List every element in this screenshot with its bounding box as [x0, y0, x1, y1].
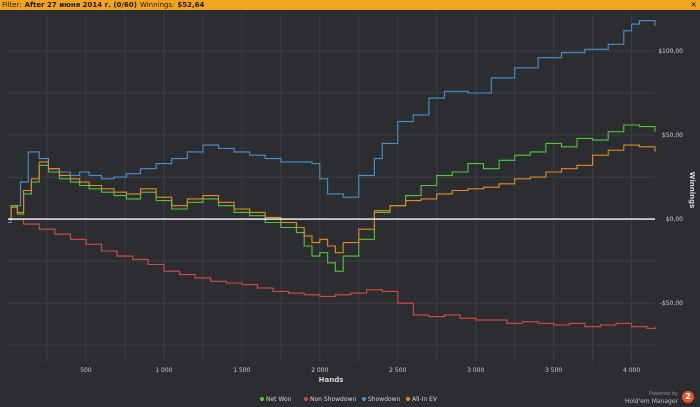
- grid: [8, 14, 655, 362]
- x-tick-label: 2 000: [311, 367, 328, 374]
- filter-value[interactable]: After 27 июня 2014 г. (0/60): [24, 1, 137, 9]
- x-axis-label: Hands: [319, 376, 344, 384]
- series-line-showdown: [8, 20, 656, 224]
- legend-label: Net Won: [266, 396, 292, 403]
- brand-name: Hold'em Manager: [624, 398, 678, 405]
- y-tick-label: -$50,00: [660, 300, 683, 307]
- series-line-all-in-ev: [8, 144, 656, 254]
- filter-label: Filter:: [2, 1, 22, 9]
- winnings-label: Winnings:: [139, 1, 175, 9]
- x-tick-label: 1 500: [233, 367, 250, 374]
- series-lines: [8, 20, 656, 329]
- y-axis-label: Winnings: [688, 172, 696, 209]
- x-tick-label: 2 500: [389, 367, 406, 374]
- x-tick-label: 500: [80, 367, 92, 374]
- legend-marker: [406, 397, 410, 401]
- tick-labels: 500 1 000 1 500 2 000 2 500 3 000 3 500 4 000 $1…: [80, 48, 683, 374]
- close-icon[interactable]: ×: [690, 0, 697, 9]
- legend-marker: [304, 397, 308, 401]
- legend-label: Non Showdown: [310, 396, 356, 403]
- series-line-net-won: [8, 124, 656, 272]
- legend-label: Showdown: [368, 396, 401, 403]
- y-tick-label: $100,00: [658, 48, 683, 55]
- legend-marker: [260, 397, 264, 401]
- filter-bar: Filter: After 27 июня 2014 г. (0/60) Winni…: [0, 0, 700, 10]
- x-tick-label: 3 000: [467, 367, 484, 374]
- x-tick-label: 1 000: [155, 367, 172, 374]
- legend-label: All-In EV: [412, 396, 438, 403]
- x-tick-label: 4 000: [623, 367, 640, 374]
- y-tick-label: $0,00: [666, 216, 683, 223]
- brand: Powered by Hold'em Manager: [625, 390, 678, 406]
- powered-by-text: Powered by: [649, 391, 678, 397]
- y-tick-label: $50,00: [662, 132, 683, 139]
- hm-logo-icon: 2: [682, 391, 694, 403]
- winnings-graph: 500 1 000 1 500 2 000 2 500 3 000 3 500 4 000 $1…: [8, 14, 696, 403]
- legend-marker: [362, 397, 366, 401]
- winnings-value: $52,64: [177, 1, 205, 9]
- legend: Net Won Non Showdown Showdown All-In EV: [260, 396, 438, 403]
- series-line-non-showdown: [8, 218, 656, 329]
- x-tick-label: 3 500: [545, 367, 562, 374]
